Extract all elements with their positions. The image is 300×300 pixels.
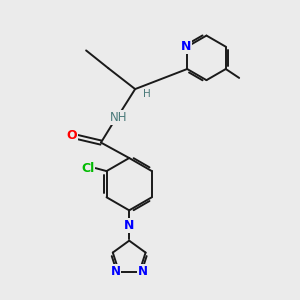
- Text: N: N: [124, 219, 134, 232]
- Text: Cl: Cl: [81, 162, 94, 175]
- Text: O: O: [67, 129, 77, 142]
- Text: N: N: [110, 265, 121, 278]
- Text: N: N: [138, 265, 148, 278]
- Text: NH: NH: [110, 111, 128, 124]
- Text: H: H: [143, 89, 151, 99]
- Text: N: N: [181, 40, 191, 53]
